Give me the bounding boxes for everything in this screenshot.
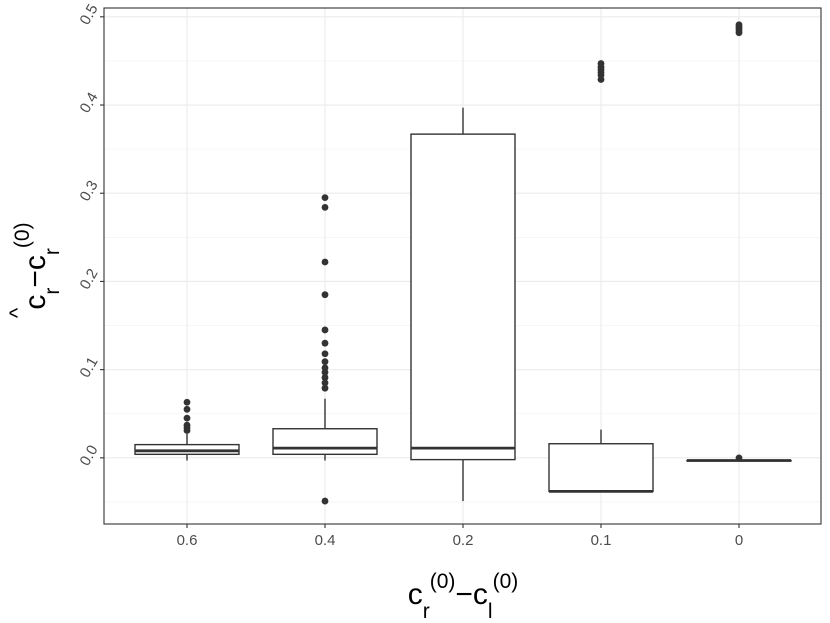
outlier-point xyxy=(321,258,329,266)
box-0.1 xyxy=(548,60,654,493)
outlier-point xyxy=(183,414,191,422)
outlier-point xyxy=(735,454,743,462)
x-tick-label: 0 xyxy=(735,532,743,549)
outlier-point xyxy=(183,405,191,413)
svg-text:cr−cr(0): cr−cr(0) xyxy=(11,222,64,309)
svg-text:^: ^ xyxy=(5,307,30,318)
outlier-point xyxy=(321,364,329,372)
x-tick-label: 0.1 xyxy=(591,532,612,549)
outlier-point xyxy=(735,21,743,29)
x-tick-label: 0.6 xyxy=(177,532,198,549)
outlier-point xyxy=(183,421,191,429)
x-axis-title: cr(0)−cl(0) xyxy=(408,570,519,623)
box-0.2 xyxy=(410,107,516,502)
axis-ticks: 0.00.10.20.30.40.50.6 0.4 0.2 0.1 0 xyxy=(77,1,744,549)
box-0 xyxy=(686,21,792,462)
outlier-point xyxy=(321,384,329,392)
outlier-point xyxy=(597,60,605,67)
boxes xyxy=(134,21,792,505)
outlier-point xyxy=(321,379,329,387)
box-0.4 xyxy=(272,194,378,505)
outlier-point xyxy=(321,339,329,347)
outlier-point xyxy=(321,194,329,202)
box-0.6 xyxy=(134,398,240,461)
outlier-point xyxy=(321,497,329,505)
iqr-box xyxy=(410,133,516,461)
iqr-box xyxy=(548,443,654,493)
outlier-point xyxy=(183,398,191,406)
outlier-point xyxy=(321,350,329,358)
outlier-point xyxy=(321,374,329,381)
iqr-box xyxy=(272,428,378,456)
outlier-point xyxy=(321,203,329,211)
outlier-point xyxy=(321,291,329,299)
outlier-point xyxy=(321,326,329,334)
x-tick-label: 0.2 xyxy=(453,532,474,549)
x-tick-label: 0.4 xyxy=(315,532,336,549)
y-axis-title: cr−cr(0) ^ xyxy=(5,222,64,318)
outlier-point xyxy=(321,358,329,366)
